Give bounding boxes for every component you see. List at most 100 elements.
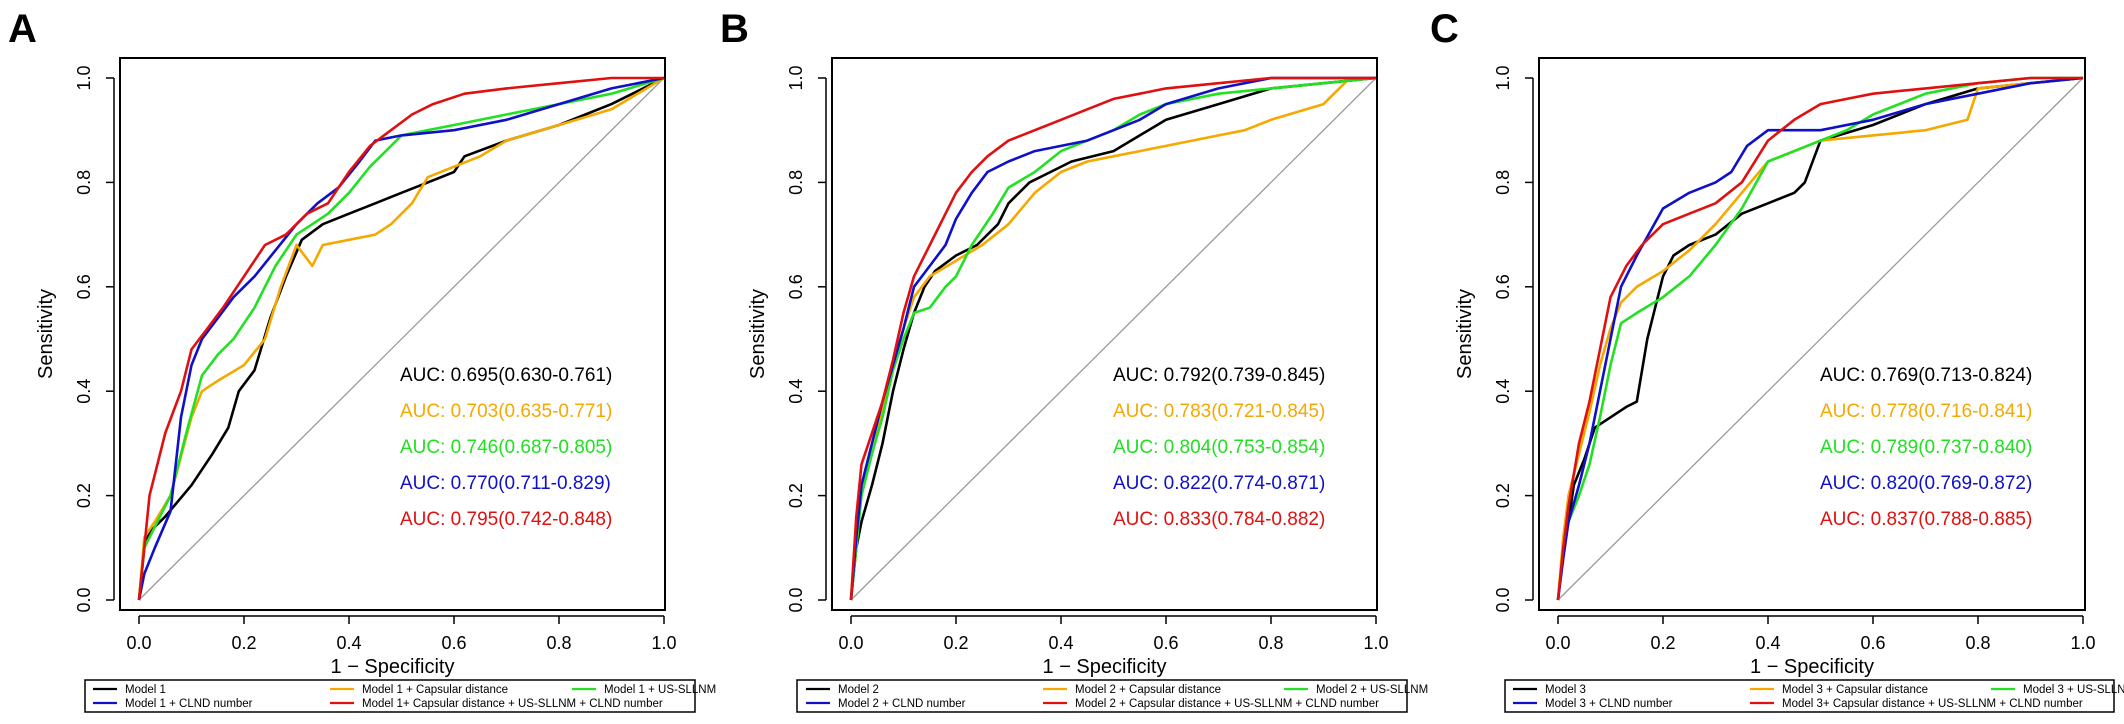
legend-entry: Model 3+ Capsular distance + US-SLLNM + … — [1782, 698, 2083, 710]
plot-frame — [119, 57, 666, 611]
auc-label: AUC: 0.789(0.737-0.840) — [1820, 437, 2032, 458]
auc-label: AUC: 0.769(0.713-0.824) — [1820, 365, 2032, 386]
legend-entry: Model 2 + Capsular distance — [1075, 684, 1221, 696]
x-tick-label: 0.0 — [126, 633, 151, 653]
y-tick-label: 0.2 — [74, 483, 94, 508]
y-axis: 0.0 0.2 0.4 0.6 0.8 1.0 — [74, 65, 115, 613]
x-tick-label: 1.0 — [2070, 633, 2095, 653]
y-tick-label: 0.4 — [74, 379, 94, 404]
roc-curve-4 — [1556, 76, 2084, 601]
legend: Model 3 Model 3 + Capsular distance Model … — [1504, 679, 2124, 713]
roc-curves — [137, 76, 665, 601]
auc-label: AUC: 0.833(0.784-0.882) — [1113, 509, 1325, 530]
x-tick-label: 1.0 — [651, 633, 676, 653]
auc-label: AUC: 0.822(0.774-0.871) — [1113, 473, 1325, 494]
y-tick-label: 0.0 — [74, 587, 94, 612]
legend-entry: Model 1 + Capsular distance — [362, 684, 508, 696]
auc-label: AUC: 0.695(0.630-0.761) — [400, 365, 612, 386]
reference-diagonal — [850, 77, 1377, 601]
auc-label: AUC: 0.804(0.753-0.854) — [1113, 437, 1325, 458]
legend-box — [1504, 679, 2115, 713]
y-tick-label: 0.4 — [786, 379, 806, 404]
x-tick-label: 1.0 — [1363, 633, 1388, 653]
auc-label: AUC: 0.837(0.788-0.885) — [1820, 509, 2032, 530]
roc-curve-5 — [849, 76, 1376, 601]
auc-label: AUC: 0.703(0.635-0.771) — [400, 401, 612, 422]
y-axis: 0.0 0.2 0.4 0.6 0.8 1.0 — [786, 65, 827, 613]
legend-entry: Model 3 + CLND number — [1545, 698, 1673, 710]
y-tick-label: 0.8 — [74, 170, 94, 195]
y-tick-label: 0.8 — [1493, 170, 1513, 195]
x-tick-label: 0.4 — [336, 633, 361, 653]
legend-entry: Model 1 + CLND number — [125, 698, 253, 710]
roc-panel-b: B 0.0 0.2 0.4 0.6 0.8 1.0 1 − Specificity 0.0 0.2… — [720, 7, 1428, 713]
roc-curve-1 — [137, 76, 665, 601]
x-tick-label: 0.6 — [1153, 633, 1178, 653]
panel-label: A — [8, 7, 37, 51]
x-axis: 0.0 0.2 0.4 0.6 0.8 1.0 — [126, 615, 677, 653]
y-tick-label: 1.0 — [1493, 65, 1513, 90]
roc-curve-2 — [1556, 76, 2084, 601]
x-tick-label: 0.6 — [441, 633, 466, 653]
legend-entry: Model 2 + US-SLLNM — [1316, 684, 1428, 696]
legend-entry: Model 2 + Capsular distance + US-SLLNM +… — [1075, 698, 1379, 710]
roc-panel-c: C 0.0 0.2 0.4 0.6 0.8 1.0 1 − Specificity 0.0 0.2… — [1430, 7, 2124, 713]
y-tick-label: 0.0 — [786, 587, 806, 612]
roc-curve-5 — [1556, 76, 2083, 601]
x-tick-label: 0.0 — [838, 633, 863, 653]
y-tick-label: 0.2 — [786, 483, 806, 508]
reference-diagonal — [1557, 77, 2084, 601]
legend: Model 2 Model 2 + Capsular distance Model … — [796, 679, 1428, 713]
roc-curve-3 — [1556, 76, 2083, 601]
x-tick-label: 0.2 — [943, 633, 968, 653]
legend-entry: Model 2 + CLND number — [838, 698, 966, 710]
x-axis: 0.0 0.2 0.4 0.6 0.8 1.0 — [838, 615, 1389, 653]
auc-annotations: AUC: 0.792(0.739-0.845) AUC: 0.783(0.721-… — [1113, 365, 1325, 530]
panel-label: C — [1430, 7, 1459, 51]
legend-box — [796, 679, 1408, 713]
x-tick-label: 0.6 — [1860, 633, 1885, 653]
x-tick-label: 0.8 — [1258, 633, 1283, 653]
auc-label: AUC: 0.820(0.769-0.872) — [1820, 473, 2032, 494]
legend-entry: Model 3 + Capsular distance — [1782, 684, 1928, 696]
roc-curves — [1556, 76, 2084, 601]
y-tick-label: 0.0 — [1493, 587, 1513, 612]
plot-frame — [831, 57, 1378, 611]
legend-entry: Model 1 — [125, 684, 166, 696]
roc-curve-4 — [137, 76, 665, 601]
x-tick-label: 0.4 — [1048, 633, 1073, 653]
roc-curve-5 — [137, 76, 664, 601]
y-tick-label: 0.4 — [1493, 379, 1513, 404]
reference-diagonal — [138, 77, 665, 601]
legend-box — [84, 679, 696, 713]
panel-label: B — [720, 7, 749, 51]
y-axis-title: Sensitivity — [35, 289, 57, 379]
y-tick-label: 0.8 — [786, 170, 806, 195]
y-tick-label: 1.0 — [74, 65, 94, 90]
x-tick-label: 0.2 — [231, 633, 256, 653]
auc-annotations: AUC: 0.769(0.713-0.824) AUC: 0.778(0.716-… — [1820, 365, 2032, 530]
x-axis-title: 1 − Specificity — [1750, 656, 1874, 678]
auc-label: AUC: 0.778(0.716-0.841) — [1820, 401, 2032, 422]
auc-label: AUC: 0.770(0.711-0.829) — [400, 473, 611, 494]
x-tick-label: 0.4 — [1755, 633, 1780, 653]
y-tick-label: 0.6 — [74, 274, 94, 299]
legend-entry: Model 1+ Capsular distance + US-SLLNM + … — [362, 698, 663, 710]
y-axis-title: Sensitivity — [1454, 289, 1476, 379]
roc-curve-3 — [137, 76, 665, 601]
auc-label: AUC: 0.783(0.721-0.845) — [1113, 401, 1325, 422]
y-tick-label: 1.0 — [786, 65, 806, 90]
auc-label: AUC: 0.792(0.739-0.845) — [1113, 365, 1325, 386]
x-tick-label: 0.8 — [546, 633, 571, 653]
legend: Model 1 Model 1 + Capsular distance Model … — [84, 679, 716, 713]
legend-entry: Model 3 — [1545, 684, 1586, 696]
x-tick-label: 0.8 — [1965, 633, 1990, 653]
y-tick-label: 0.2 — [1493, 483, 1513, 508]
x-axis-title: 1 − Specificity — [1043, 656, 1167, 678]
y-axis-title: Sensitivity — [747, 289, 769, 379]
roc-curves — [849, 76, 1377, 601]
roc-curve-1 — [849, 76, 1377, 601]
x-axis-title: 1 − Specificity — [331, 656, 455, 678]
roc-curve-1 — [1556, 76, 2084, 601]
